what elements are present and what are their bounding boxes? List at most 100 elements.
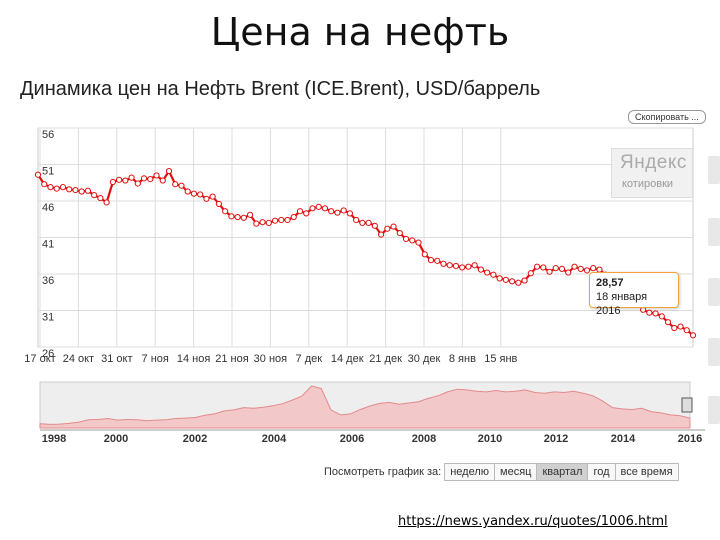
price-point xyxy=(203,195,210,202)
x-tick-label: 7 ноя xyxy=(142,353,169,365)
period-all-time-button[interactable]: все время xyxy=(614,463,679,481)
price-point xyxy=(371,222,378,229)
price-point xyxy=(328,208,335,215)
price-point xyxy=(41,181,48,188)
navigator-year-label: 2002 xyxy=(183,433,207,445)
x-tick-label: 30 дек xyxy=(408,353,441,365)
price-point xyxy=(78,188,85,195)
x-tick-label: 24 окт xyxy=(63,353,94,365)
price-point xyxy=(427,257,435,264)
price-point xyxy=(271,217,279,224)
y-tick-label: 31 xyxy=(42,312,54,324)
price-point xyxy=(502,276,509,283)
x-tick-label: 14 ноя xyxy=(177,353,210,365)
price-point xyxy=(471,262,478,269)
side-toolbar-button-3[interactable] xyxy=(708,278,720,306)
price-point xyxy=(34,171,42,178)
price-point xyxy=(321,205,329,212)
price-point xyxy=(590,265,597,272)
y-tick-label: 26 xyxy=(42,348,54,360)
price-point xyxy=(515,279,522,286)
price-point xyxy=(315,203,322,210)
price-point xyxy=(215,200,223,208)
price-point xyxy=(334,209,341,216)
price-point xyxy=(153,172,160,179)
x-tick-label: 30 ноя xyxy=(254,353,287,365)
price-point xyxy=(359,219,366,226)
side-toolbar-button-2[interactable] xyxy=(708,218,720,246)
navigator-series xyxy=(39,385,691,429)
chart-title: Динамика цен на Нефть Brent (ICE.Brent),… xyxy=(20,78,541,100)
price-point xyxy=(72,186,79,194)
price-point xyxy=(527,270,534,277)
navigator-year-label: 2008 xyxy=(412,433,436,445)
period-month-button[interactable]: месяц xyxy=(494,463,538,481)
price-point xyxy=(521,277,528,284)
side-toolbar-button-5[interactable] xyxy=(708,396,720,424)
price-point xyxy=(109,178,116,186)
side-toolbar-button-4[interactable] xyxy=(708,338,720,366)
price-point xyxy=(390,223,397,230)
y-tick-label: 41 xyxy=(42,239,54,251)
navigator-year-label: 1998 xyxy=(42,433,66,445)
price-point xyxy=(140,175,148,182)
price-point xyxy=(253,220,260,227)
y-tick-label: 56 xyxy=(42,129,54,141)
price-point xyxy=(84,187,92,194)
price-point xyxy=(147,176,154,183)
price-point xyxy=(184,188,191,195)
price-point xyxy=(178,182,185,189)
price-point xyxy=(396,230,403,237)
period-year-button[interactable]: год xyxy=(587,463,616,481)
price-point xyxy=(128,174,135,181)
price-point xyxy=(122,177,129,184)
navigator-year-label: 2014 xyxy=(611,433,636,445)
price-point xyxy=(577,265,584,272)
price-point xyxy=(533,263,541,270)
price-point xyxy=(340,207,347,214)
price-point xyxy=(103,199,110,206)
price-point xyxy=(552,265,559,272)
price-point xyxy=(409,237,416,244)
side-toolbar-button-1[interactable] xyxy=(708,156,720,184)
x-tick-label: 17 окт xyxy=(24,353,55,365)
price-point xyxy=(677,323,684,330)
price-point xyxy=(165,167,173,175)
period-selector: Посмотреть график за: неделю месяц кварт… xyxy=(324,462,679,482)
period-quarter-button[interactable]: квартал xyxy=(536,463,589,481)
x-tick-label: 21 дек xyxy=(369,353,402,365)
period-label: Посмотреть график за: xyxy=(324,466,442,478)
period-week-button[interactable]: неделю xyxy=(444,463,496,481)
price-point xyxy=(190,190,198,197)
price-point xyxy=(303,210,310,217)
price-point xyxy=(664,319,672,326)
copy-chart-button[interactable]: Скопировать ... xyxy=(628,110,706,124)
y-tick-label: 46 xyxy=(42,202,54,214)
price-point xyxy=(365,219,372,226)
yandex-quotes-watermark: Яндекс котировки xyxy=(611,148,693,198)
price-point xyxy=(159,177,166,184)
price-point xyxy=(53,185,60,192)
price-point xyxy=(246,211,254,218)
price-point xyxy=(47,184,54,191)
navigator-year-label: 2016 xyxy=(678,433,702,445)
price-point xyxy=(540,264,547,271)
price-point xyxy=(290,213,297,221)
navigator-year-label: 2012 xyxy=(544,433,568,445)
price-point xyxy=(671,324,678,332)
price-point xyxy=(477,266,485,273)
navigator-year-label: 2000 xyxy=(104,433,128,445)
price-point xyxy=(689,332,697,339)
price-point xyxy=(465,263,472,270)
price-point xyxy=(234,213,241,221)
source-link[interactable]: https://news.yandex.ru/quotes/1006.html xyxy=(398,514,668,529)
price-point xyxy=(571,263,578,270)
price-point xyxy=(66,186,73,193)
price-point xyxy=(240,214,247,221)
y-tick-label: 51 xyxy=(42,166,54,178)
price-point xyxy=(346,210,354,217)
navigator-chart[interactable]: 1998 2000 2002 2004 2006 2008 2010 2012 2014 2016 xyxy=(0,378,720,448)
price-point xyxy=(377,231,385,238)
x-tick-label: 7 дек xyxy=(296,353,323,365)
